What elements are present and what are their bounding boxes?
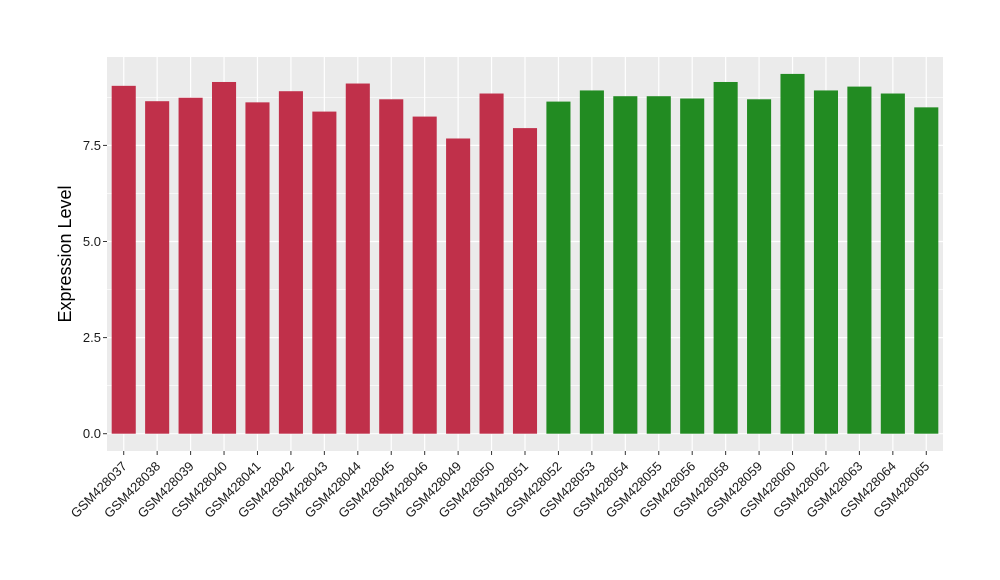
- bar-GSM428044: [345, 83, 370, 434]
- x-axis: GSM428037GSM428038GSM428039GSM428040GSM4…: [68, 451, 932, 521]
- bar-GSM428045: [379, 99, 404, 434]
- bar-GSM428039: [178, 97, 203, 434]
- bar-GSM428052: [546, 101, 571, 434]
- bar-GSM428063: [847, 86, 872, 434]
- y-tick-label: 2.5: [83, 330, 101, 345]
- bar-GSM428051: [512, 128, 538, 434]
- bar-GSM428062: [813, 90, 838, 434]
- bar-GSM428058: [713, 81, 738, 434]
- bar-GSM428040: [212, 81, 237, 434]
- bars: [111, 73, 939, 434]
- bar-GSM428059: [747, 99, 772, 434]
- bar-GSM428049: [446, 138, 471, 434]
- bar-GSM428037: [111, 85, 136, 434]
- bar-GSM428055: [646, 96, 671, 434]
- bar-GSM428053: [579, 90, 604, 434]
- y-axis-title: Expression Level: [55, 185, 75, 322]
- bar-GSM428060: [780, 73, 805, 434]
- bar-GSM428043: [312, 111, 337, 434]
- bar-GSM428046: [412, 116, 437, 434]
- y-tick-label: 5.0: [83, 234, 101, 249]
- y-tick-label: 7.5: [83, 138, 101, 153]
- bar-GSM428065: [914, 107, 939, 434]
- bar-GSM428056: [680, 98, 705, 434]
- bar-GSM428042: [278, 91, 303, 434]
- y-tick-label: 0.0: [83, 426, 101, 441]
- bar-GSM428054: [613, 96, 638, 434]
- bar-GSM428041: [245, 102, 270, 434]
- bar-GSM428064: [880, 93, 905, 434]
- bar-GSM428050: [479, 93, 504, 434]
- bar-GSM428038: [145, 101, 170, 434]
- y-axis: 0.0 2.5 5.0 7.5: [83, 138, 107, 441]
